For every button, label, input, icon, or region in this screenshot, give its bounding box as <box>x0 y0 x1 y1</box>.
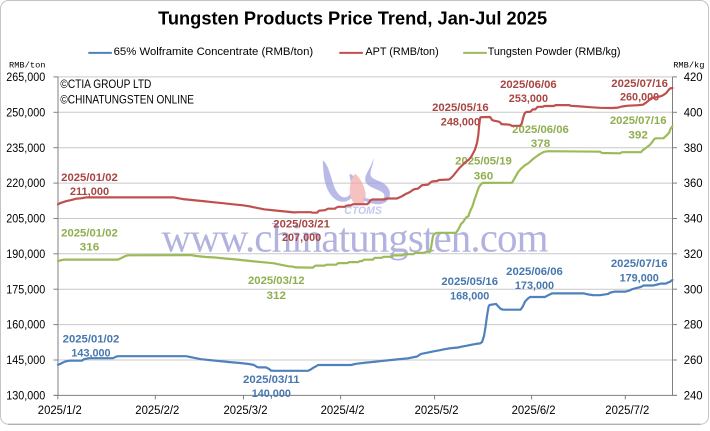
svg-text:235,000: 235,000 <box>6 143 45 155</box>
svg-text:392: 392 <box>628 129 648 141</box>
svg-text:140,000: 140,000 <box>252 388 291 400</box>
svg-text:©CTIA GROUP LTD: ©CTIA GROUP LTD <box>60 77 151 91</box>
svg-text:168,000: 168,000 <box>450 290 489 302</box>
svg-text:400: 400 <box>684 107 703 119</box>
svg-text:2025/01/02: 2025/01/02 <box>63 333 120 345</box>
svg-text:280: 280 <box>684 320 703 332</box>
svg-text:2025/07/16: 2025/07/16 <box>611 258 668 270</box>
svg-text:360: 360 <box>474 170 494 182</box>
svg-text:240: 240 <box>684 391 703 403</box>
svg-text:2025/03/11: 2025/03/11 <box>243 374 300 386</box>
svg-text:265,000: 265,000 <box>6 72 45 84</box>
svg-text:2025/7/2: 2025/7/2 <box>605 405 649 417</box>
svg-text:173,000: 173,000 <box>515 280 554 292</box>
svg-text:2025/06/06: 2025/06/06 <box>512 124 569 136</box>
svg-text:300: 300 <box>684 284 703 296</box>
svg-text:179,000: 179,000 <box>620 272 659 284</box>
svg-text:360: 360 <box>684 178 703 190</box>
svg-text:143,000: 143,000 <box>71 347 110 359</box>
svg-text:260: 260 <box>684 355 703 367</box>
svg-text:2025/01/02: 2025/01/02 <box>61 227 118 239</box>
svg-text:2025/06/06: 2025/06/06 <box>506 266 563 278</box>
svg-text:253,000: 253,000 <box>509 93 548 105</box>
svg-text:2025/1/2: 2025/1/2 <box>38 405 82 417</box>
svg-text:65% Wolframite Concentrate (RM: 65% Wolframite Concentrate (RMB/ton) <box>114 46 314 58</box>
svg-text:175,000: 175,000 <box>6 284 45 296</box>
svg-text:2025/5/2: 2025/5/2 <box>415 405 459 417</box>
svg-text:316: 316 <box>80 242 100 254</box>
svg-text:2025/07/16: 2025/07/16 <box>610 115 667 127</box>
svg-text:211,000: 211,000 <box>70 186 109 198</box>
svg-text:2025/05/16: 2025/05/16 <box>432 102 489 114</box>
svg-text:APT (RMB/ton): APT (RMB/ton) <box>365 46 439 58</box>
svg-text:248,000: 248,000 <box>441 116 480 128</box>
svg-text:©CHINATUNGSTEN ONLINE: ©CHINATUNGSTEN ONLINE <box>60 93 194 107</box>
svg-text:2025/6/2: 2025/6/2 <box>512 405 556 417</box>
svg-text:145,000: 145,000 <box>6 355 45 367</box>
svg-text:2025/06/06: 2025/06/06 <box>500 79 557 91</box>
svg-text:380: 380 <box>684 143 703 155</box>
svg-text:250,000: 250,000 <box>6 107 45 119</box>
svg-text:RMB/kg: RMB/kg <box>673 61 704 71</box>
svg-text:205,000: 205,000 <box>6 214 45 226</box>
svg-text:www.chinatungsten.com: www.chinatungsten.com <box>162 215 549 261</box>
svg-text:190,000: 190,000 <box>6 249 45 261</box>
svg-text:CTOMS: CTOMS <box>344 205 382 217</box>
svg-text:Tungsten Powder (RMB/kg): Tungsten Powder (RMB/kg) <box>488 46 621 58</box>
svg-text:420: 420 <box>684 72 703 84</box>
svg-text:2025/05/19: 2025/05/19 <box>455 156 512 168</box>
svg-text:2025/07/16: 2025/07/16 <box>611 78 668 90</box>
svg-text:2025/3/2: 2025/3/2 <box>224 405 268 417</box>
svg-text:130,000: 130,000 <box>6 391 45 403</box>
svg-text:RMB/ton: RMB/ton <box>9 61 46 71</box>
svg-text:312: 312 <box>267 290 287 302</box>
svg-text:2025/2/2: 2025/2/2 <box>135 405 179 417</box>
svg-text:2025/03/12: 2025/03/12 <box>248 275 305 287</box>
svg-text:2025/05/16: 2025/05/16 <box>441 276 498 288</box>
svg-text:220,000: 220,000 <box>6 178 45 190</box>
svg-text:340: 340 <box>684 214 703 226</box>
svg-text:2025/01/02: 2025/01/02 <box>61 172 118 184</box>
svg-text:378: 378 <box>531 138 551 150</box>
svg-text:320: 320 <box>684 249 703 261</box>
svg-text:160,000: 160,000 <box>6 320 45 332</box>
svg-text:Tungsten Products Price Trend,: Tungsten Products Price Trend, Jan-Jul 2… <box>158 8 547 29</box>
svg-text:2025/4/2: 2025/4/2 <box>321 405 365 417</box>
svg-text:207,000: 207,000 <box>282 232 321 244</box>
svg-text:2025/03/21: 2025/03/21 <box>273 218 330 230</box>
